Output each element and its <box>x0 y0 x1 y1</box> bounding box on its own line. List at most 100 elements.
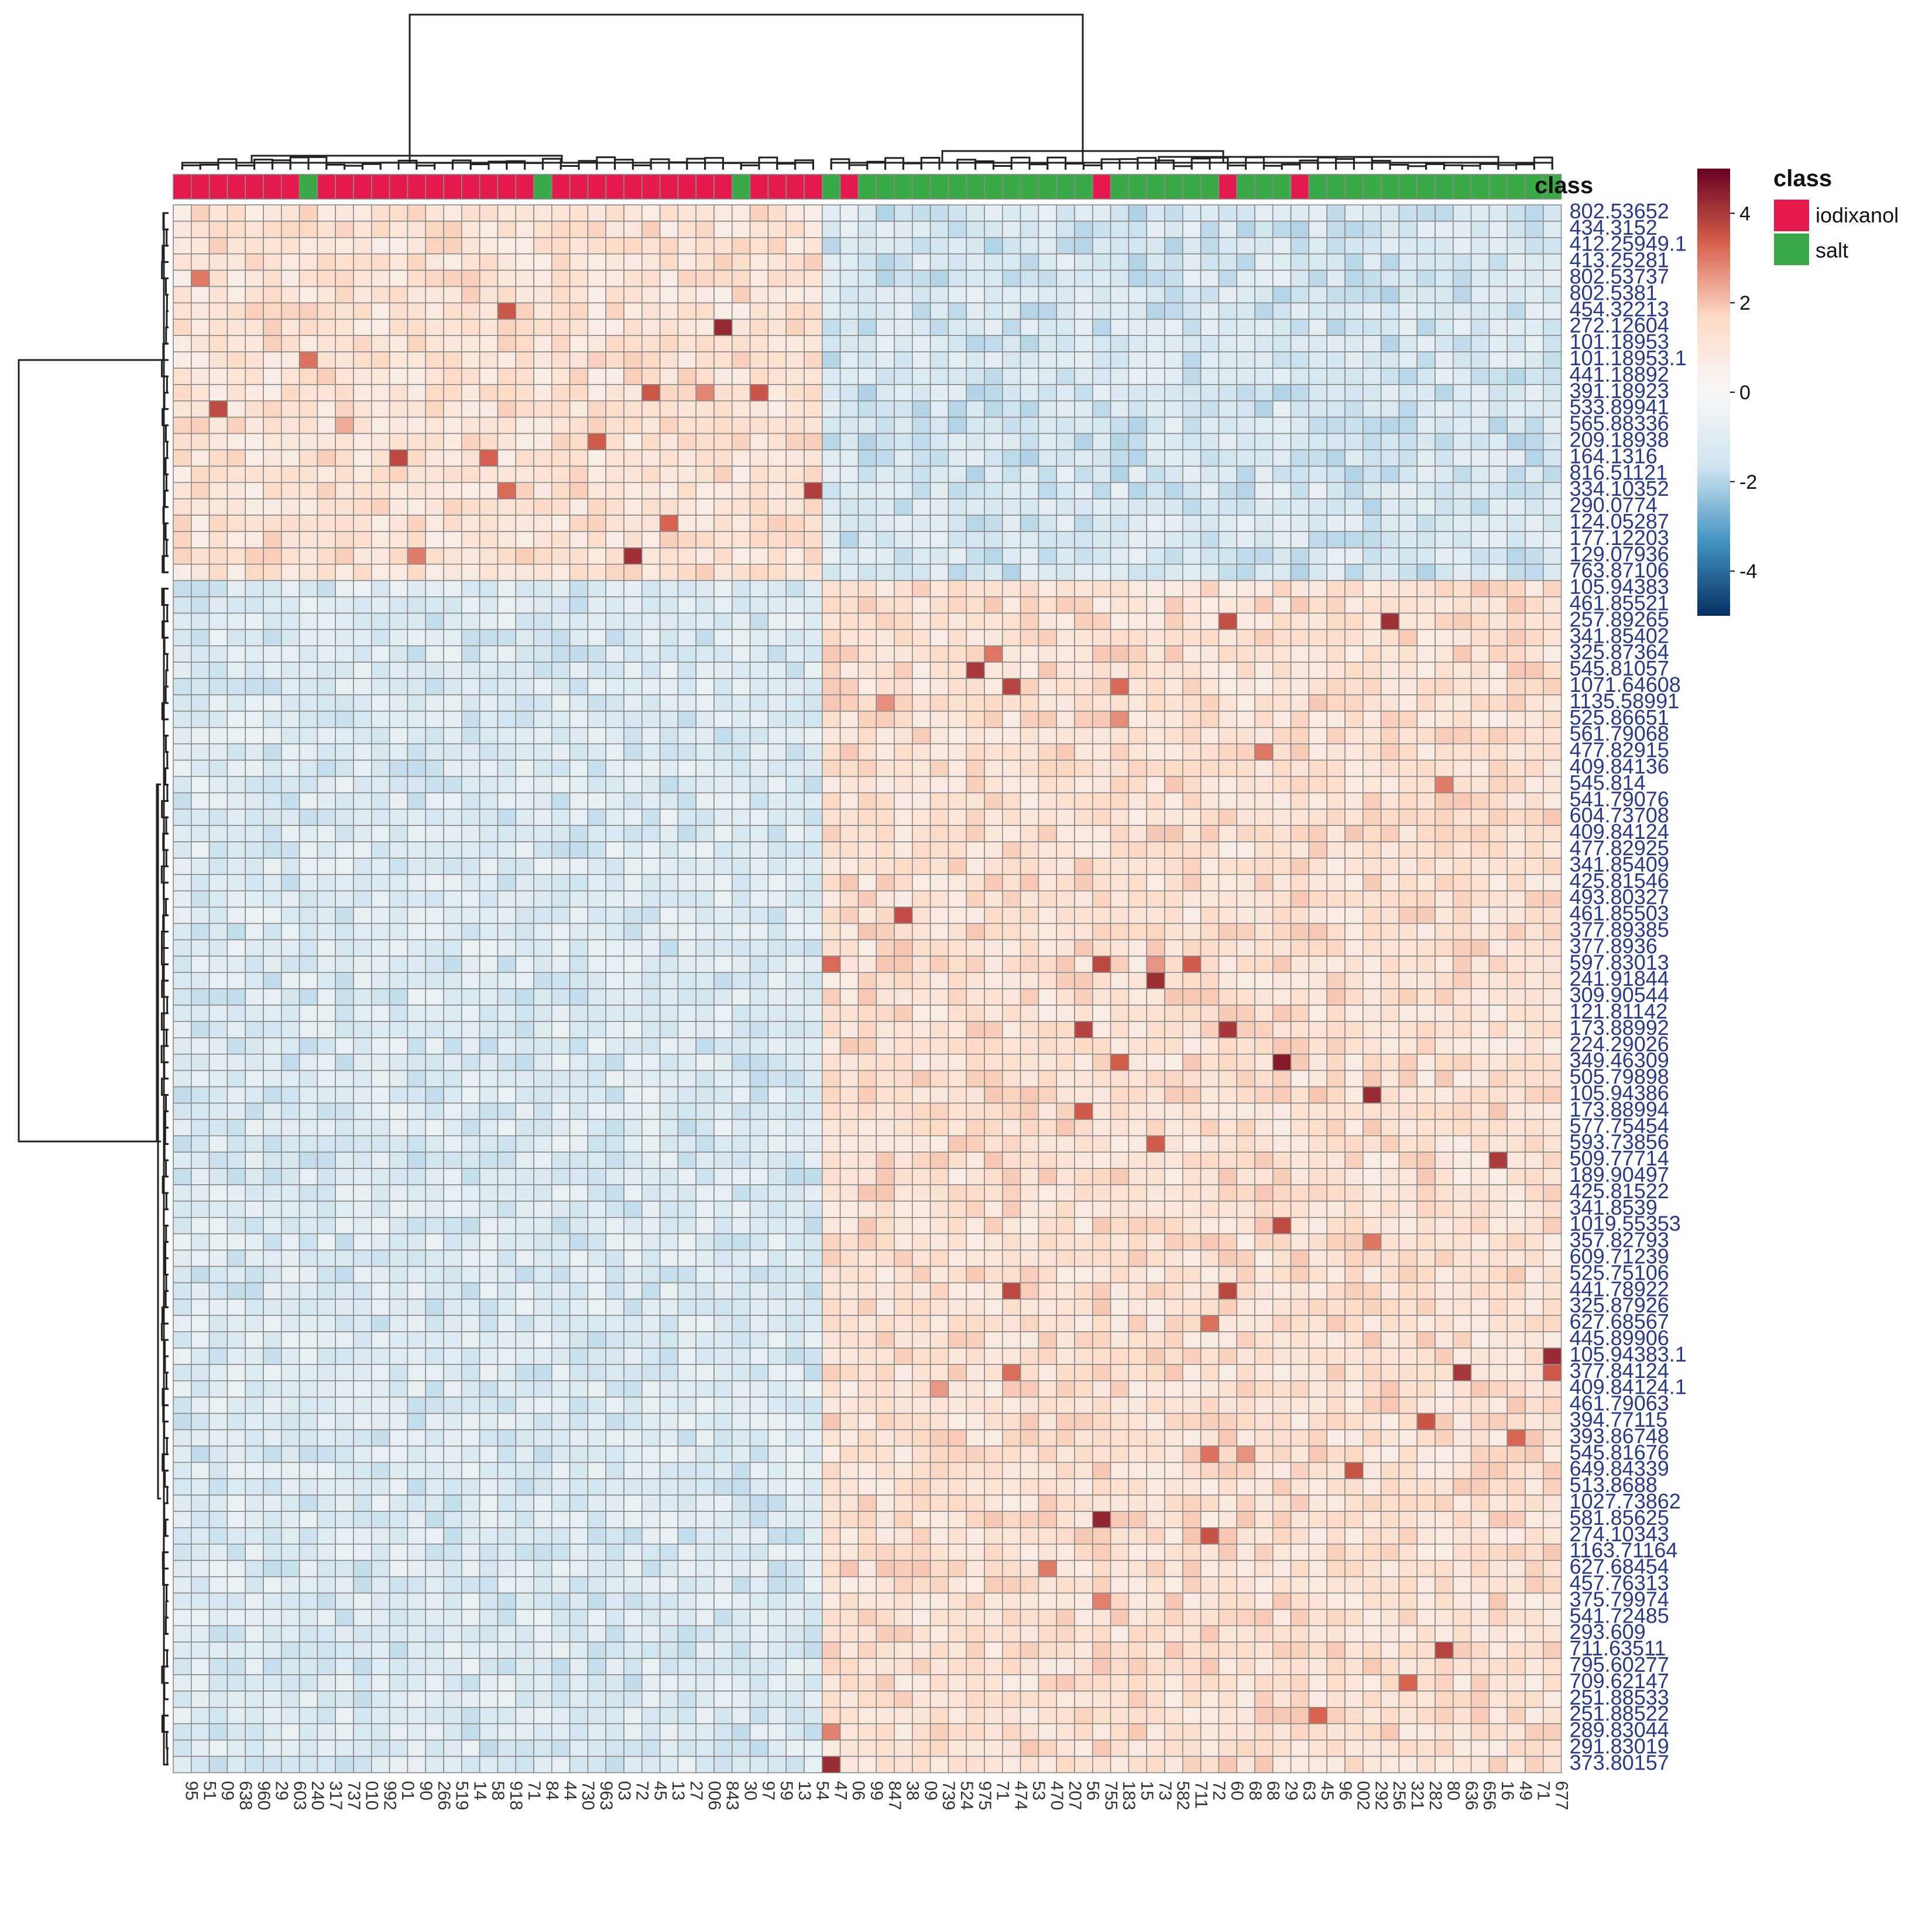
heatmap-cell <box>1200 1119 1220 1137</box>
heatmap-cell <box>1236 384 1255 402</box>
heatmap-cell <box>732 335 751 352</box>
heatmap-cell <box>335 515 354 532</box>
heatmap-cell <box>623 858 643 875</box>
heatmap-cell <box>1488 743 1508 761</box>
heatmap-cell <box>695 1102 715 1120</box>
heatmap-cell <box>929 547 949 565</box>
heatmap-cell <box>894 482 913 499</box>
heatmap-cell <box>569 416 589 434</box>
heatmap-cell <box>966 416 985 434</box>
heatmap-cell <box>551 629 571 647</box>
heatmap-cell <box>695 743 715 761</box>
dendrogram-branch <box>163 1502 169 1521</box>
heatmap-cell <box>335 416 354 434</box>
heatmap-cell <box>587 972 607 990</box>
heatmap-cell <box>461 612 481 630</box>
heatmap-cell <box>190 580 210 598</box>
heatmap-cell <box>677 1168 697 1185</box>
heatmap-cell <box>1002 1184 1021 1202</box>
heatmap-cell <box>1470 727 1490 745</box>
heatmap-cell <box>732 1054 751 1071</box>
heatmap-cell <box>1146 727 1165 745</box>
heatmap-cell <box>839 269 859 287</box>
heatmap-cell <box>208 302 228 320</box>
heatmap-cell <box>732 792 751 810</box>
heatmap-cell <box>1092 858 1111 875</box>
heatmap-cell <box>1254 1086 1274 1104</box>
heatmap-cell <box>1002 269 1021 287</box>
heatmap-cell <box>1435 694 1454 712</box>
heatmap-cell <box>929 221 949 238</box>
heatmap-cell <box>1416 955 1436 973</box>
heatmap-cell <box>1146 1151 1165 1169</box>
heatmap-cell <box>190 1021 210 1038</box>
heatmap-cell <box>551 1054 571 1071</box>
heatmap-cell <box>767 1021 787 1038</box>
heatmap-cell <box>822 1021 841 1038</box>
heatmap-cell <box>533 612 553 630</box>
heatmap-cell <box>1326 400 1346 418</box>
heatmap-cell <box>1488 351 1508 369</box>
heatmap-cell <box>695 972 715 990</box>
heatmap-cell <box>1110 286 1130 304</box>
heatmap-cell <box>443 890 462 908</box>
heatmap-cell <box>1002 318 1021 336</box>
heatmap-cell <box>749 629 769 647</box>
heatmap-cell <box>533 465 553 484</box>
heatmap-cell <box>1326 1086 1346 1104</box>
heatmap-cell <box>1254 351 1274 369</box>
heatmap-cell <box>1164 1184 1183 1202</box>
heatmap-cell <box>443 743 462 761</box>
heatmap-cell <box>912 318 931 336</box>
heatmap-cell <box>173 351 192 369</box>
heatmap-cell <box>839 776 859 794</box>
heatmap-cell <box>479 678 499 695</box>
heatmap-cell <box>370 645 390 663</box>
heatmap-cell <box>263 874 282 892</box>
heatmap-cell <box>479 416 499 434</box>
heatmap-cell <box>298 1201 318 1218</box>
heatmap-cell <box>1128 449 1148 467</box>
heatmap-cell <box>1380 612 1400 630</box>
heatmap-cell <box>966 1086 985 1104</box>
heatmap-cell <box>659 547 679 565</box>
heatmap-cell <box>298 547 318 565</box>
heatmap-cell <box>1182 759 1202 777</box>
heatmap-cell <box>551 433 571 451</box>
heatmap-cell <box>1344 384 1364 402</box>
heatmap-cell <box>767 1102 787 1120</box>
heatmap-cell <box>1020 661 1039 679</box>
heatmap-cell <box>767 1037 787 1055</box>
heatmap-cell <box>1110 792 1130 810</box>
heatmap-cell <box>1507 515 1526 532</box>
heatmap-cell <box>659 384 679 402</box>
heatmap-cell <box>370 498 390 516</box>
dendrogram-branch <box>166 539 169 557</box>
heatmap-cell <box>479 498 499 516</box>
heatmap-cell <box>1182 776 1202 794</box>
heatmap-cell <box>190 269 210 287</box>
heatmap-cell <box>804 923 823 941</box>
heatmap-cell <box>407 318 427 336</box>
heatmap-cell <box>227 955 246 973</box>
heatmap-cell <box>1507 465 1526 484</box>
heatmap-cell <box>1272 1184 1292 1202</box>
heatmap-cell <box>245 645 264 663</box>
heatmap-cell <box>713 269 733 287</box>
heatmap-cell <box>732 580 751 598</box>
heatmap-cell <box>1435 221 1454 238</box>
heatmap-cell <box>876 286 895 304</box>
heatmap-cell <box>190 906 210 924</box>
heatmap-cell <box>677 743 697 761</box>
heatmap-cell <box>353 482 372 499</box>
heatmap-cell <box>641 678 661 695</box>
heatmap-cell <box>1200 547 1220 565</box>
heatmap-cell <box>1056 286 1075 304</box>
heatmap-cell <box>497 318 517 336</box>
heatmap-cell <box>353 236 372 255</box>
heatmap-cell <box>587 1184 607 1202</box>
heatmap-cell <box>515 678 534 695</box>
heatmap-cell <box>587 269 607 287</box>
heatmap-cell <box>1074 1119 1093 1137</box>
heatmap-cell <box>1236 1135 1255 1153</box>
